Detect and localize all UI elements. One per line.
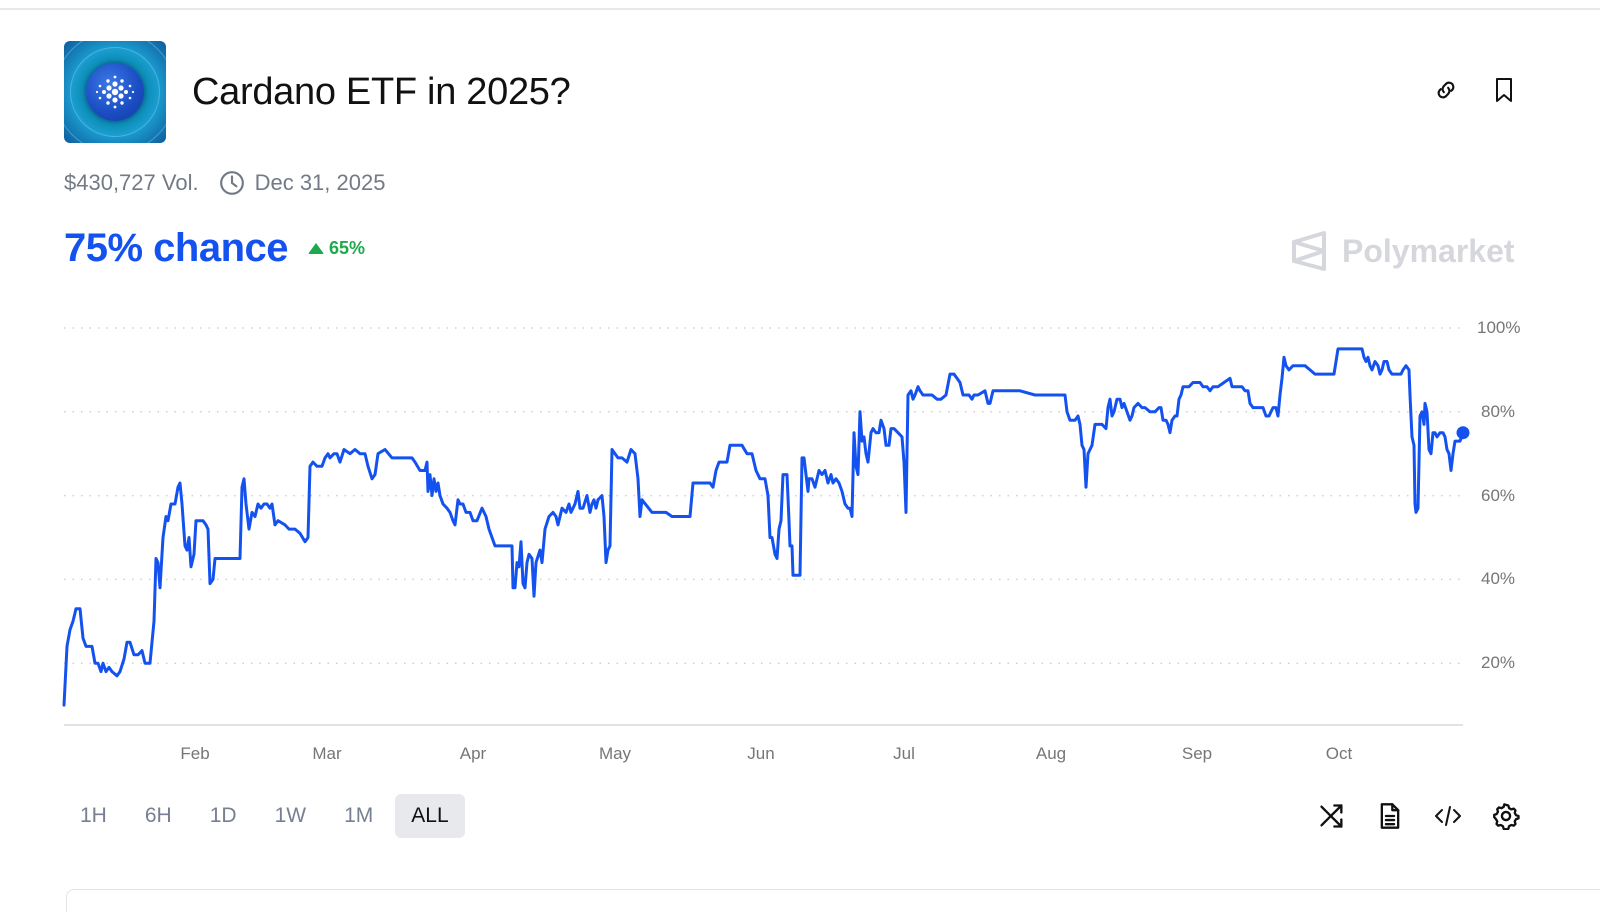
change-badge: 65% [308, 238, 365, 259]
time-range-selector: 1H 6H 1D 1W 1M ALL [64, 794, 465, 838]
top-divider [0, 8, 1600, 10]
time-range-1d[interactable]: 1D [209, 804, 237, 827]
shuffle-icon[interactable] [1318, 800, 1346, 832]
cardano-logo-icon [95, 75, 135, 109]
change-value: 65% [329, 238, 366, 258]
triangle-up-icon [308, 243, 325, 254]
market-header: Cardano ETF in 2025? [64, 41, 571, 143]
chance-row: 75% chance 65% [64, 226, 365, 271]
time-range-6h[interactable]: 6H [144, 804, 172, 827]
y-tick-label: 40% [1481, 569, 1516, 589]
x-tick-label: Oct [1325, 744, 1353, 763]
market-meta: $430,727 Vol. Dec 31, 2025 [64, 170, 385, 196]
document-icon[interactable] [1376, 800, 1404, 832]
clock-icon [219, 170, 245, 196]
current-value-dot [1456, 426, 1470, 440]
market-title: Cardano ETF in 2025? [192, 70, 571, 113]
header-actions [1432, 76, 1518, 104]
chart-gridlines [64, 327, 1463, 664]
bookmark-icon[interactable] [1490, 76, 1518, 104]
x-tick-label: Aug [1035, 744, 1067, 763]
x-tick-label: Jul [893, 744, 915, 763]
volume-text: $430,727 Vol. [64, 170, 199, 195]
y-tick-label: 20% [1481, 653, 1516, 673]
chance-value: 75% chance [64, 226, 289, 270]
chart-tools [1318, 800, 1520, 832]
time-range-all[interactable]: ALL [395, 794, 465, 838]
cardano-market-thumbnail [64, 41, 166, 143]
x-tick-label: Jun [747, 744, 775, 763]
chance-line [62, 347, 1465, 707]
y-tick-label: 60% [1481, 485, 1516, 505]
x-tick-label: Mar [312, 744, 342, 763]
embed-code-icon[interactable] [1434, 800, 1462, 832]
end-date-text: Dec 31, 2025 [254, 170, 386, 195]
x-tick-label: Sep [1181, 744, 1213, 763]
brand-name: Polymarket [1342, 232, 1515, 269]
next-section-card-edge [66, 889, 1600, 912]
x-tick-label: May [598, 744, 632, 763]
y-tick-label: 100% [1477, 318, 1521, 337]
time-range-1m[interactable]: 1M [344, 804, 374, 827]
x-tick-label: Feb [180, 744, 210, 763]
link-icon[interactable] [1432, 76, 1460, 104]
time-range-1h[interactable]: 1H [80, 804, 107, 827]
settings-gear-icon[interactable] [1492, 800, 1520, 832]
y-tick-label: 80% [1481, 401, 1516, 421]
polymarket-watermark: Polymarket [1290, 230, 1515, 272]
polymarket-logo-icon [1292, 231, 1326, 271]
time-range-1w[interactable]: 1W [274, 804, 307, 827]
x-tick-label: Apr [459, 744, 487, 763]
